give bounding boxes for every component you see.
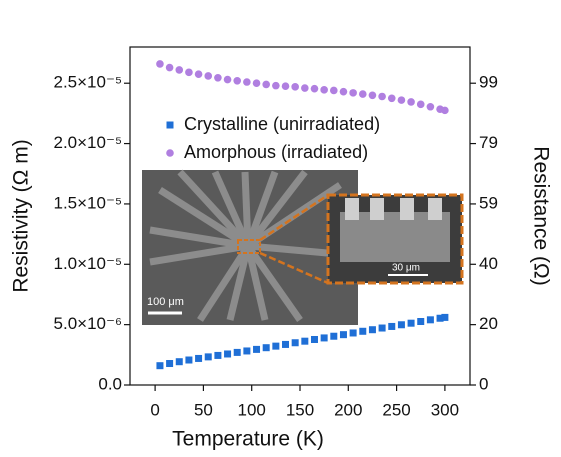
point — [436, 314, 444, 322]
legend-marker — [166, 149, 174, 157]
point — [165, 63, 174, 72]
point — [214, 73, 222, 82]
point — [330, 86, 338, 95]
point — [368, 91, 377, 100]
point — [262, 80, 270, 89]
point — [204, 353, 212, 361]
y2-tick-label: 0 — [479, 374, 488, 393]
zoom-border — [326, 193, 464, 285]
point — [233, 348, 241, 356]
x-tick-label: 100 — [238, 400, 266, 419]
point — [194, 70, 203, 78]
y-tick-label: 5.0×10⁻⁶ — [54, 314, 122, 333]
legend-marker — [166, 121, 174, 129]
point — [233, 77, 242, 85]
point — [156, 362, 164, 370]
point — [310, 335, 318, 343]
y2-tick-label: 79 — [479, 133, 498, 152]
y-tick-label: 2.0×10⁻⁵ — [54, 133, 123, 152]
point — [310, 84, 319, 93]
point — [301, 337, 309, 345]
y2-tick-label: 59 — [479, 193, 498, 212]
point — [349, 89, 357, 97]
point — [252, 79, 261, 88]
scale-label: 30 μm — [392, 263, 420, 274]
point — [175, 66, 184, 74]
point — [224, 350, 232, 358]
zoom-device — [340, 212, 450, 262]
x-tick-label: 50 — [194, 400, 213, 419]
legend-label: Amorphous (irradiated) — [184, 142, 368, 162]
point — [243, 78, 251, 86]
point — [339, 331, 347, 339]
point — [330, 332, 338, 340]
point — [387, 94, 396, 103]
legend-label: Crystalline (unirradiated) — [184, 114, 380, 134]
point — [195, 354, 203, 362]
y2-tick-label: 40 — [479, 254, 498, 273]
point — [243, 347, 251, 355]
point — [378, 92, 386, 101]
point — [339, 87, 348, 96]
y2-axis-label: Resistance (Ω) — [529, 146, 552, 285]
point — [359, 327, 367, 335]
point — [223, 75, 232, 84]
point — [281, 82, 290, 91]
point — [214, 351, 222, 359]
point — [204, 72, 213, 80]
point — [397, 321, 405, 329]
point — [426, 102, 435, 111]
x-tick-label: 200 — [334, 400, 362, 419]
x-tick-label: 250 — [382, 400, 410, 419]
x-tick-label: 0 — [150, 400, 159, 419]
point — [417, 318, 425, 326]
point — [358, 90, 367, 98]
zoom-line — [259, 251, 329, 285]
point — [291, 83, 299, 91]
scale-label: 100 μm — [147, 296, 184, 308]
point — [156, 60, 164, 68]
point — [368, 326, 376, 334]
point — [388, 322, 396, 330]
point — [272, 342, 280, 350]
point — [441, 106, 449, 115]
x-tick-label: 150 — [286, 400, 314, 419]
point — [397, 96, 406, 104]
point — [272, 81, 280, 90]
point — [349, 329, 357, 337]
point — [291, 339, 299, 347]
point — [175, 358, 183, 366]
x-tick-label: 300 — [431, 400, 459, 419]
point — [320, 86, 328, 94]
y-tick-label: 1.0×10⁻⁵ — [54, 254, 123, 273]
sem-inset: 100 μm 30 μm — [142, 169, 464, 325]
point — [282, 340, 290, 348]
point — [185, 356, 193, 364]
y2-tick-label: 99 — [479, 73, 498, 92]
point — [407, 319, 415, 327]
point — [407, 98, 415, 106]
y-tick-label: 1.5×10⁻⁵ — [54, 193, 123, 212]
point — [301, 84, 309, 92]
y2-tick-label: 20 — [479, 314, 498, 333]
point — [253, 345, 261, 353]
point — [166, 360, 174, 368]
zoom-line — [259, 193, 329, 242]
point — [185, 68, 193, 77]
point — [320, 334, 328, 342]
zoom-contacts — [345, 198, 442, 220]
point — [416, 100, 425, 109]
point — [441, 313, 449, 321]
point — [426, 316, 434, 324]
y-tick-label: 2.5×10⁻⁵ — [54, 73, 123, 92]
x-axis-label: Temperature (K) — [172, 428, 324, 451]
point — [378, 324, 386, 332]
point — [262, 344, 270, 352]
zoom-region — [237, 239, 261, 254]
y-axis-label: Resistivity (Ω m) — [10, 139, 33, 292]
y-tick-label: 0.0 — [98, 374, 122, 393]
